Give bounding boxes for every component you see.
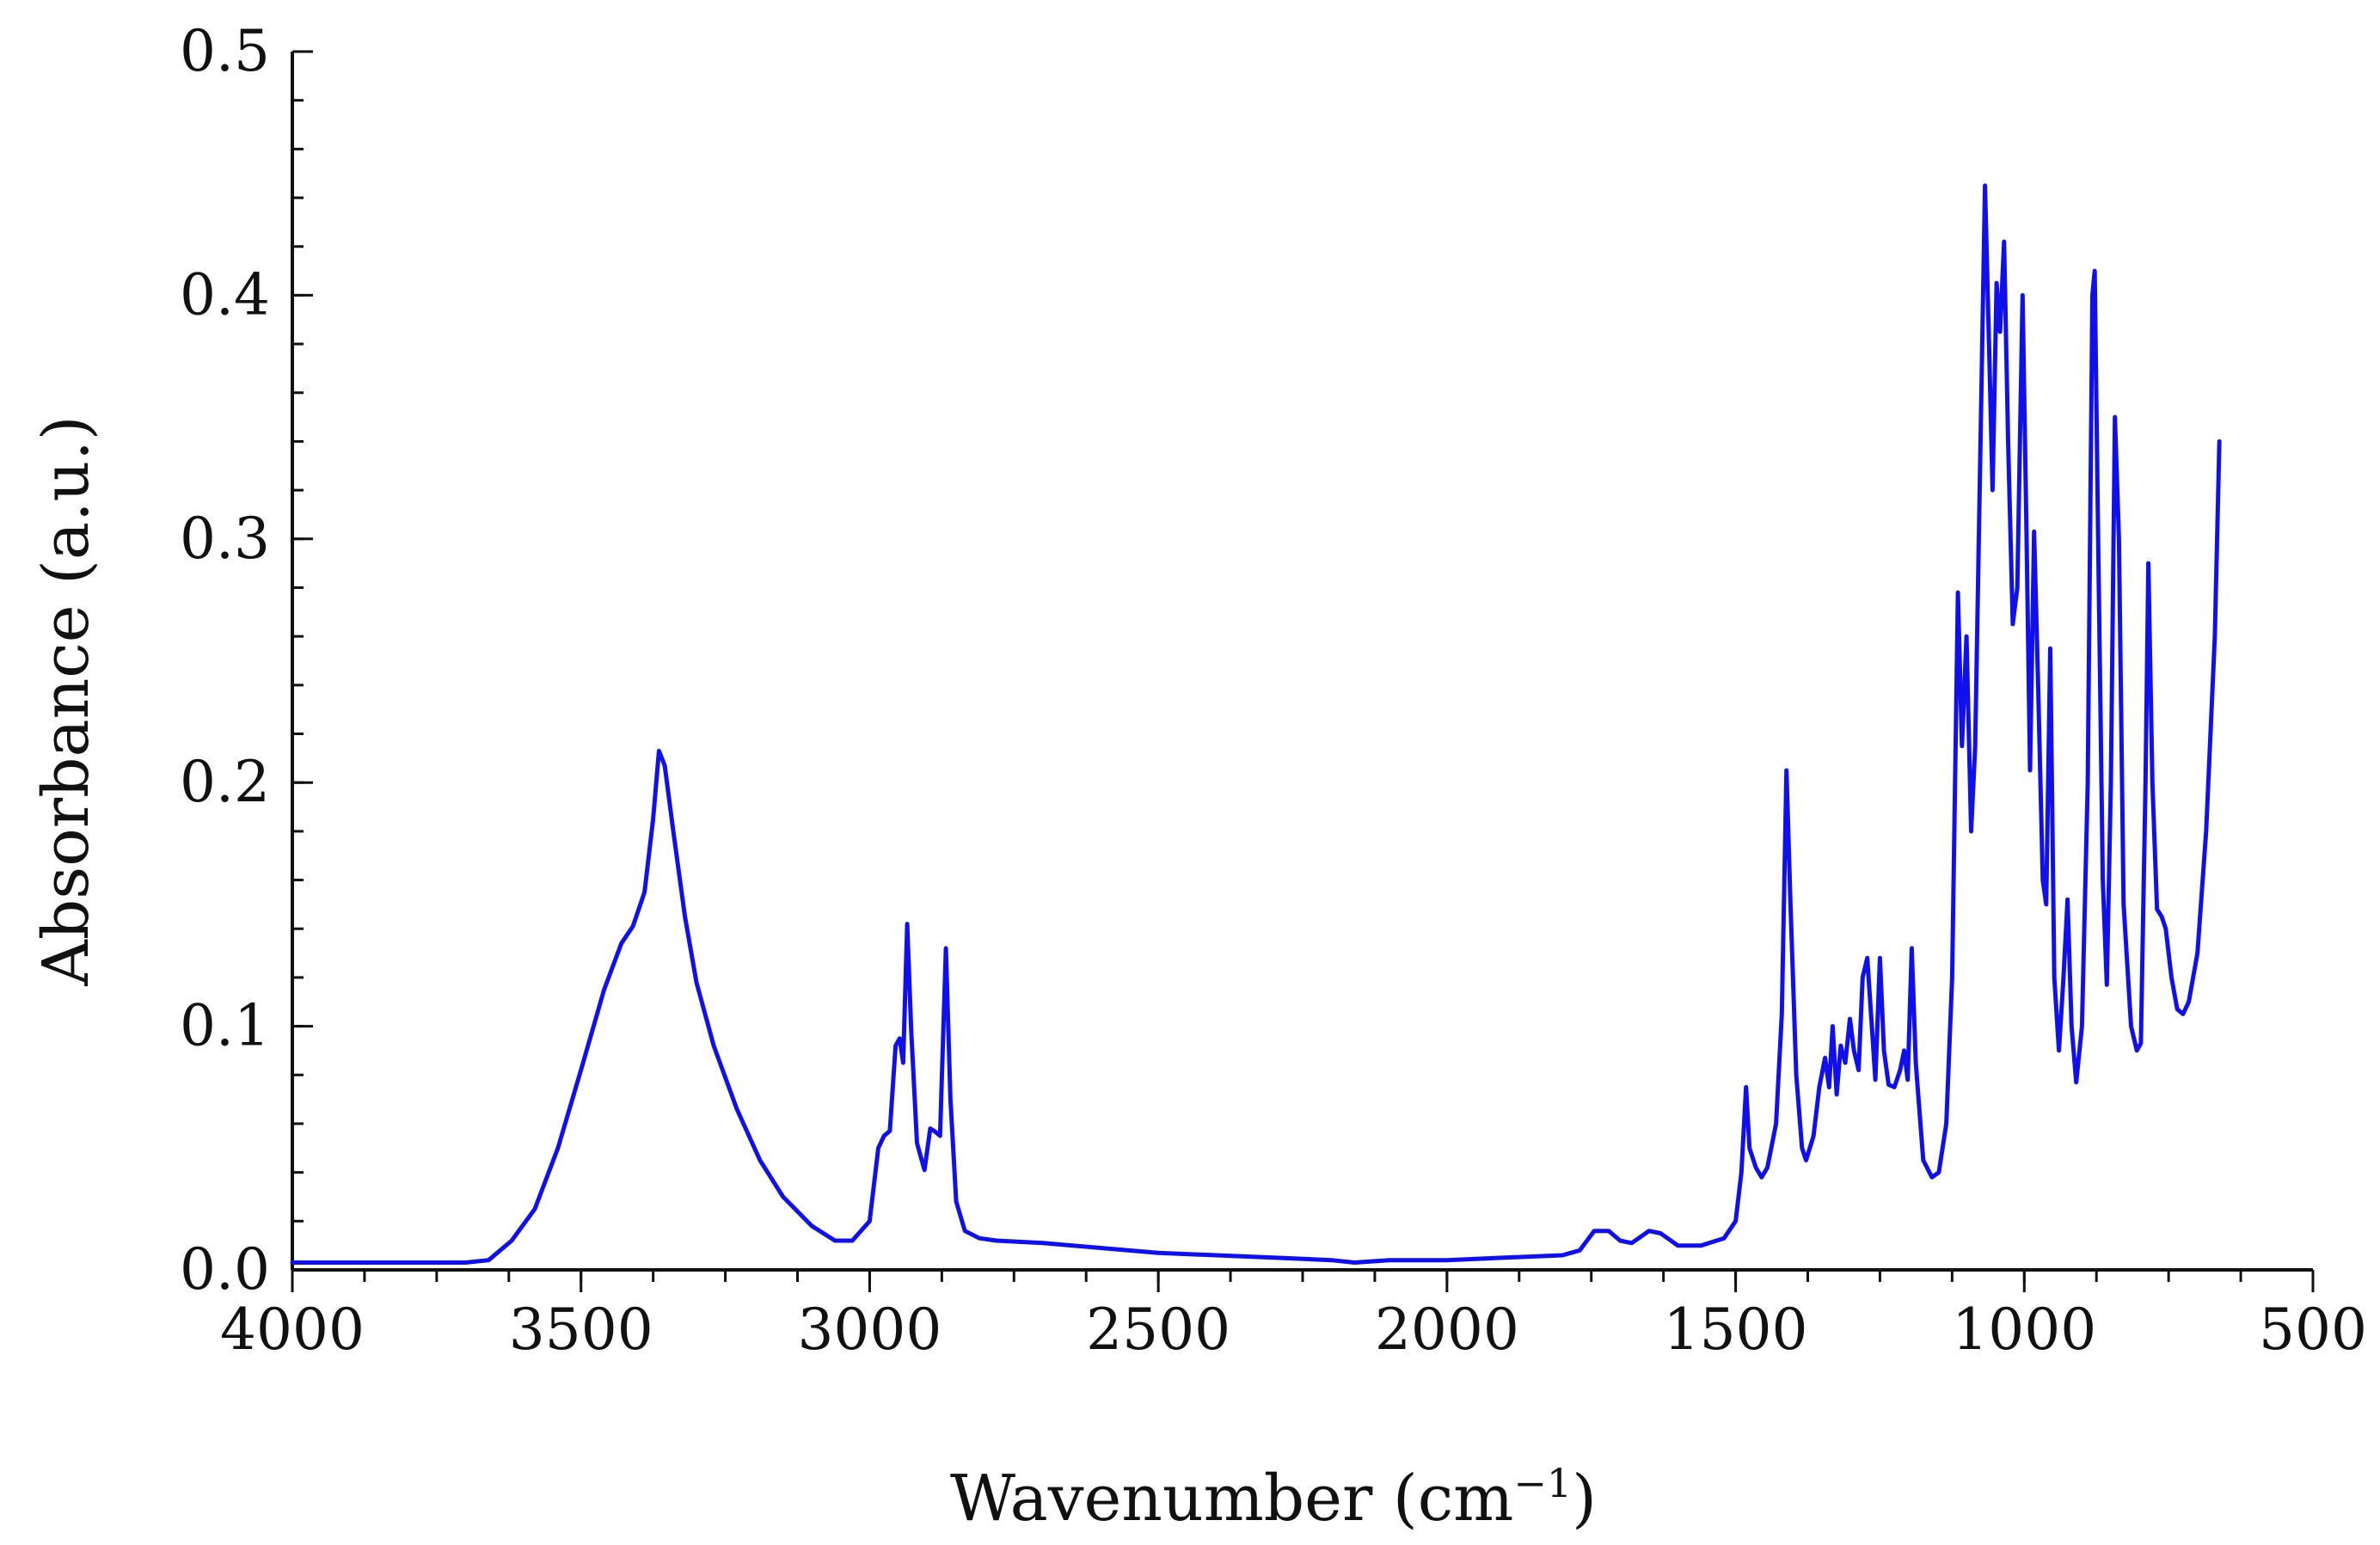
x-tick-label: 3000 <box>797 1297 942 1363</box>
series-group <box>290 183 2222 1265</box>
series-line <box>290 183 2222 1265</box>
y-tick-labels: 0.0 0.1 0.2 0.3 0.4 0.5 <box>180 18 270 1303</box>
x-tick-label: 2000 <box>1375 1297 1519 1363</box>
x-axis-title-text: Wavenumber (cm <box>950 1462 1513 1536</box>
x-axis-title: Wavenumber (cm−1) <box>950 1460 1597 1536</box>
y-tick-label: 0.3 <box>180 506 270 572</box>
x-tick-label: 4000 <box>220 1297 365 1363</box>
y-tick-label: 0.5 <box>180 18 270 84</box>
x-tick-label: 1000 <box>1952 1297 2096 1363</box>
x-axis-title-superscript: −1 <box>1513 1460 1572 1506</box>
y-tick-label: 0.1 <box>180 993 270 1059</box>
x-major-ticks <box>291 1270 2315 1292</box>
y-axis-title: Absorbance (a.u.) <box>29 415 103 986</box>
y-tick-label: 0.4 <box>180 261 270 328</box>
x-tick-label: 3500 <box>509 1297 653 1363</box>
x-tick-label: 2500 <box>1086 1297 1230 1363</box>
y-tick-label: 0.2 <box>180 749 270 815</box>
x-minor-ticks <box>291 1270 2315 1282</box>
x-axis-title-close: ) <box>1572 1462 1597 1536</box>
x-tick-labels: 4000 3500 3000 2500 2000 1500 1000 500 <box>220 1297 2367 1363</box>
x-tick-label: 500 <box>2259 1297 2367 1363</box>
y-tick-label: 0.0 <box>180 1236 270 1303</box>
y-major-ticks <box>292 50 313 1272</box>
x-tick-label: 1500 <box>1664 1297 1808 1363</box>
